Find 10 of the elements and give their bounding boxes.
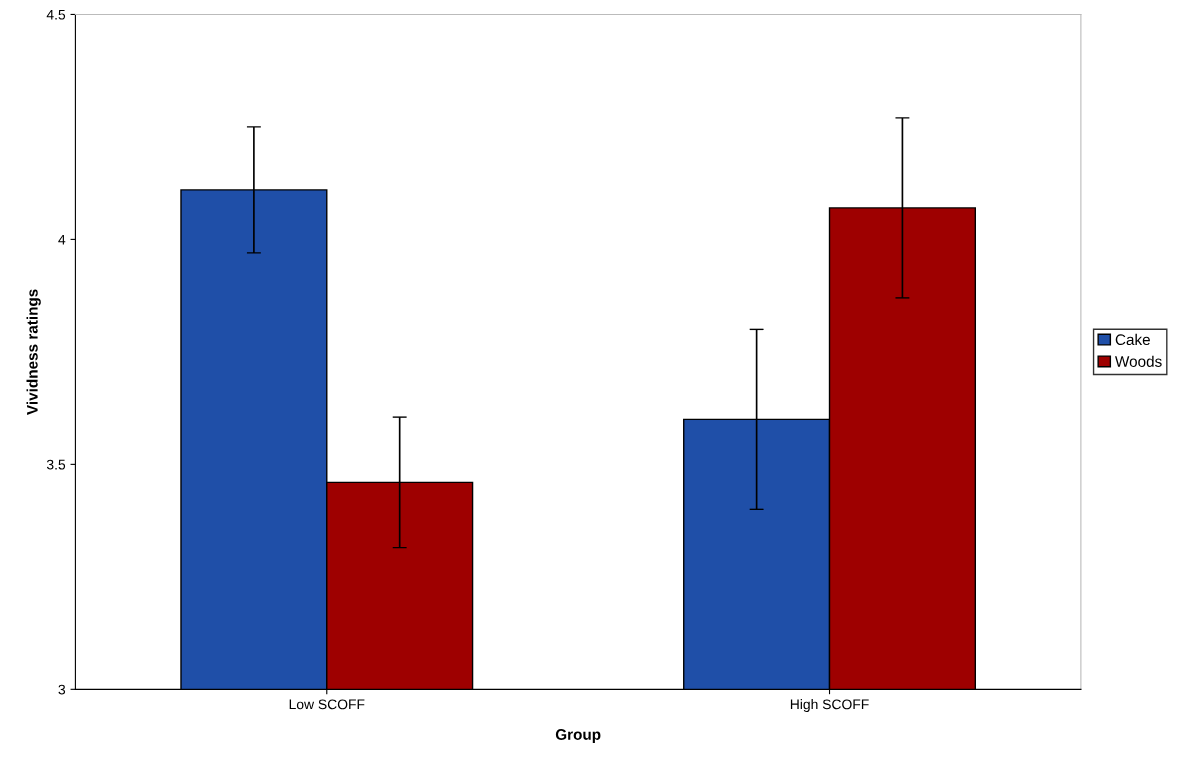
legend-label: Cake xyxy=(1115,333,1150,346)
y-tick-label: 3 xyxy=(58,684,66,695)
legend-label: Woods xyxy=(1115,355,1162,367)
y-tick-label: 4.5 xyxy=(46,9,66,20)
x-tick-label: Low SCOFF xyxy=(289,699,365,710)
y-axis-title: Vividness ratings xyxy=(26,289,41,415)
x-tick-label: High SCOFF xyxy=(790,699,869,712)
y-tick-label: 3.5 xyxy=(46,459,66,470)
y-tick-label: 4 xyxy=(58,234,66,245)
x-axis-title: Group xyxy=(555,729,601,743)
